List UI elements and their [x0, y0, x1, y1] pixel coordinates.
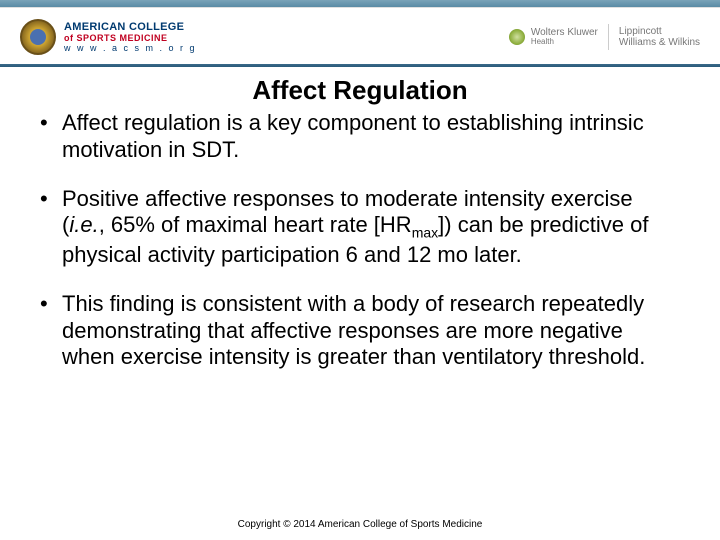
wolters-kluwer-text: Wolters Kluwer Health — [531, 27, 598, 47]
bullet-3: This finding is consistent with a body o… — [40, 291, 680, 371]
header-bar: AMERICAN COLLEGE of SPORTS MEDICINE w w … — [0, 8, 720, 64]
bullet-2-ie: i.e. — [69, 212, 98, 237]
slide-title: Affect Regulation — [40, 75, 680, 106]
lww-text: Lippincott Williams & Wilkins — [619, 26, 700, 48]
copyright-footer: Copyright © 2014 American College of Spo… — [0, 519, 720, 530]
acsm-name-line1: AMERICAN COLLEGE — [64, 21, 197, 33]
bullet-2: Positive affective responses to moderate… — [40, 186, 680, 269]
bullet-2-sub: max — [412, 225, 438, 241]
wolters-kluwer-icon — [509, 29, 525, 45]
logo-divider — [608, 24, 609, 50]
lww-line2: Williams & Wilkins — [619, 37, 700, 48]
bullet-3-text: This finding is consistent with a body o… — [62, 291, 645, 370]
publisher-logo: Wolters Kluwer Health Lippincott William… — [509, 24, 700, 50]
acsm-logo: AMERICAN COLLEGE of SPORTS MEDICINE w w … — [20, 19, 197, 55]
lww-line1: Lippincott — [619, 26, 700, 37]
top-stripe — [0, 0, 720, 8]
slide-content: Affect Regulation Affect regulation is a… — [0, 67, 720, 371]
wk-sub: Health — [531, 38, 598, 47]
bullet-1: Affect regulation is a key component to … — [40, 110, 680, 164]
acsm-seal-icon — [20, 19, 56, 55]
acsm-url: w w w . a c s m . o r g — [64, 43, 197, 53]
bullet-2-c: , 65% of maximal heart rate [HR — [99, 212, 412, 237]
acsm-name-line2: of SPORTS MEDICINE — [64, 33, 197, 43]
acsm-text-block: AMERICAN COLLEGE of SPORTS MEDICINE w w … — [64, 21, 197, 53]
bullet-1-text: Affect regulation is a key component to … — [62, 110, 644, 162]
bullet-list: Affect regulation is a key component to … — [40, 110, 680, 371]
